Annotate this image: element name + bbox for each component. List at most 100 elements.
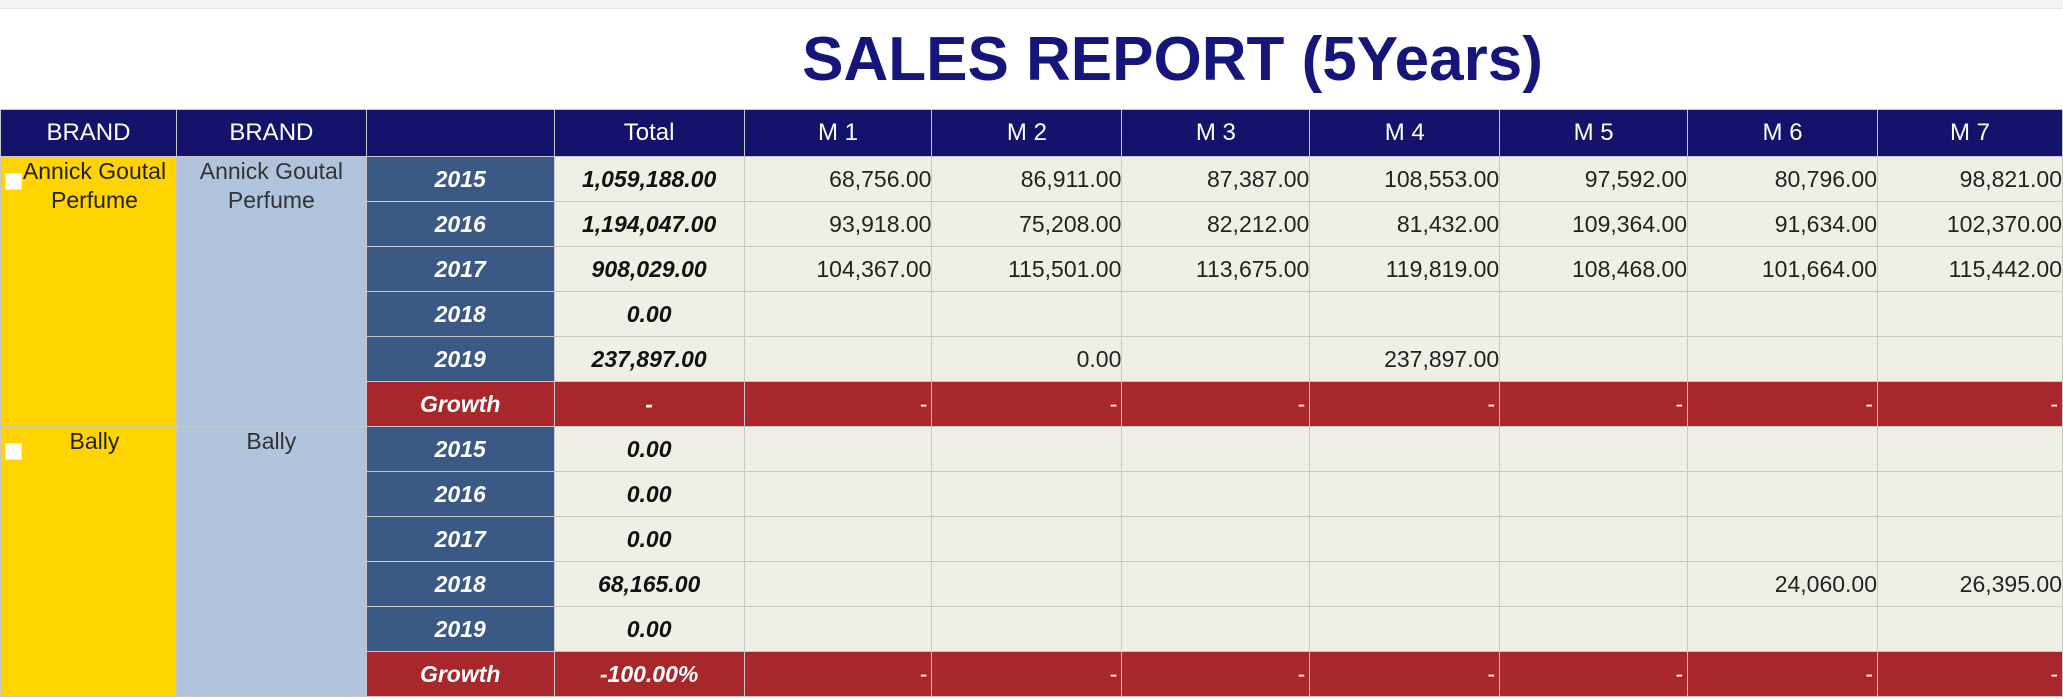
checkbox-icon[interactable] <box>5 173 22 190</box>
total-cell: 908,029.00 <box>553 246 745 292</box>
month-1-cell <box>743 336 933 382</box>
year-row: 2018 0.00 <box>1 291 2063 337</box>
column-header-brand[interactable]: BRAND <box>0 109 177 157</box>
growth-label: Growth <box>365 381 555 427</box>
month-4-cell: 237,897.00 <box>1309 336 1501 382</box>
total-cell: -100.00% <box>553 651 745 697</box>
month-1-cell: 93,918.00 <box>743 201 933 247</box>
month-5-cell: 97,592.00 <box>1499 156 1689 202</box>
month-1-cell <box>743 291 933 337</box>
month-7-cell <box>1877 516 2063 562</box>
month-4-cell <box>1309 291 1501 337</box>
month-2-cell: 0.00 <box>931 336 1123 382</box>
year-label: 2018 <box>365 291 555 337</box>
month-1-cell <box>743 426 933 472</box>
column-header-m2[interactable]: M 2 <box>931 109 1123 157</box>
month-3-cell: - <box>1121 651 1311 697</box>
month-3-cell <box>1121 426 1311 472</box>
month-3-cell <box>1121 516 1311 562</box>
column-header-year[interactable] <box>365 109 555 157</box>
year-row: 2019 0.00 <box>1 606 2063 652</box>
month-6-cell <box>1687 471 1879 517</box>
column-header-total[interactable]: Total <box>553 109 745 157</box>
month-6-cell: - <box>1687 381 1879 427</box>
brand-name: Annick Goutal Perfume <box>22 158 167 213</box>
month-7-cell: 26,395.00 <box>1877 561 2063 607</box>
month-1-cell <box>743 606 933 652</box>
report-body: Annick Goutal Perfume Annick Goutal Perfu… <box>0 156 2063 697</box>
month-5-cell <box>1499 561 1689 607</box>
month-1-cell: - <box>743 381 933 427</box>
column-header-sub-brand[interactable]: BRAND <box>175 109 367 157</box>
brand-cell[interactable]: Bally <box>0 426 177 697</box>
month-5-cell: 108,468.00 <box>1499 246 1689 292</box>
year-row: 2019 237,897.00 0.00 237,897.00 <box>1 336 2063 382</box>
report-title: SALES REPORT (5Years) <box>802 25 1543 94</box>
month-3-cell <box>1121 336 1311 382</box>
year-label: 2016 <box>365 471 555 517</box>
brand-cell[interactable]: Annick Goutal Perfume <box>0 156 177 427</box>
month-2-cell: 75,208.00 <box>931 201 1123 247</box>
month-1-cell: - <box>743 651 933 697</box>
month-3-cell <box>1121 471 1311 517</box>
month-7-cell: - <box>1877 651 2063 697</box>
month-4-cell: 108,553.00 <box>1309 156 1501 202</box>
month-2-cell <box>931 606 1123 652</box>
month-7-cell <box>1877 291 2063 337</box>
month-2-cell: 86,911.00 <box>931 156 1123 202</box>
month-1-cell <box>743 516 933 562</box>
month-5-cell <box>1499 291 1689 337</box>
month-3-cell <box>1121 561 1311 607</box>
column-header-m3[interactable]: M 3 <box>1121 109 1311 157</box>
year-row: 2018 68,165.00 24,060.00 26,395.00 <box>1 561 2063 607</box>
month-7-cell: 115,442.00 <box>1877 246 2063 292</box>
month-6-cell: - <box>1687 651 1879 697</box>
month-4-cell <box>1309 426 1501 472</box>
month-1-cell <box>743 471 933 517</box>
column-header-m4[interactable]: M 4 <box>1309 109 1501 157</box>
month-6-cell <box>1687 606 1879 652</box>
header-row: BRAND BRAND Total M 1 M 2 M 3 M 4 M 5 M … <box>0 109 2063 157</box>
month-4-cell: - <box>1309 651 1501 697</box>
year-row: Annick Goutal Perfume Annick Goutal Perfu… <box>0 156 2063 427</box>
month-4-cell: - <box>1309 381 1501 427</box>
month-4-cell <box>1309 471 1501 517</box>
month-2-cell: 115,501.00 <box>931 246 1123 292</box>
year-row: 2016 1,194,047.00 93,918.00 75,208.00 82,212… <box>1 201 2063 247</box>
month-1-cell: 104,367.00 <box>743 246 933 292</box>
month-1-cell: 68,756.00 <box>743 156 933 202</box>
year-label: 2018 <box>365 561 555 607</box>
month-2-cell <box>931 426 1123 472</box>
column-header-m7[interactable]: M 7 <box>1877 109 2063 157</box>
month-2-cell: - <box>931 381 1123 427</box>
year-label: 2019 <box>365 606 555 652</box>
month-3-cell <box>1121 291 1311 337</box>
total-cell: 1,059,188.00 <box>553 156 745 202</box>
year-label: 2016 <box>365 201 555 247</box>
column-header-m5[interactable]: M 5 <box>1499 109 1689 157</box>
month-2-cell <box>931 471 1123 517</box>
month-3-cell: 113,675.00 <box>1121 246 1311 292</box>
month-5-cell <box>1499 426 1689 472</box>
month-3-cell: 82,212.00 <box>1121 201 1311 247</box>
total-cell: 237,897.00 <box>553 336 745 382</box>
month-5-cell <box>1499 336 1689 382</box>
month-3-cell: - <box>1121 381 1311 427</box>
month-5-cell <box>1499 516 1689 562</box>
total-cell: - <box>553 381 745 427</box>
total-cell: 0.00 <box>553 606 745 652</box>
year-label: 2017 <box>365 246 555 292</box>
total-cell: 68,165.00 <box>553 561 745 607</box>
year-label: 2015 <box>365 426 555 472</box>
year-row: Bally Bally 2015 0.00 <box>0 426 2063 697</box>
growth-label: Growth <box>365 651 555 697</box>
column-header-m1[interactable]: M 1 <box>743 109 933 157</box>
total-cell: 0.00 <box>553 426 745 472</box>
month-7-cell <box>1877 471 2063 517</box>
checkbox-icon[interactable] <box>5 443 22 460</box>
month-3-cell: 87,387.00 <box>1121 156 1311 202</box>
month-6-cell: 24,060.00 <box>1687 561 1879 607</box>
sales-report-table: BRAND BRAND Total M 1 M 2 M 3 M 4 M 5 M … <box>0 109 2063 697</box>
year-label: 2017 <box>365 516 555 562</box>
column-header-m6[interactable]: M 6 <box>1687 109 1879 157</box>
